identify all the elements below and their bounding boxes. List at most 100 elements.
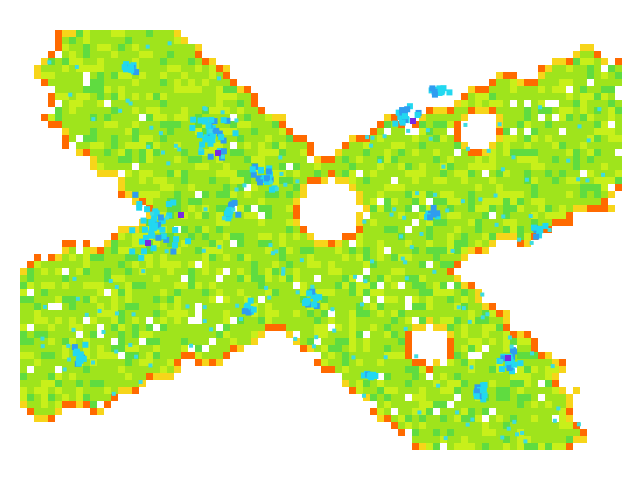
fractal-cell (48, 72, 55, 79)
fractal-cell (181, 128, 188, 135)
fractal-cell (510, 142, 517, 149)
fractal-cell (167, 184, 174, 191)
fractal-cell (454, 422, 461, 429)
fractal-cell (475, 429, 482, 436)
fractal-cell (272, 212, 279, 219)
fractal-cell (608, 170, 615, 177)
fractal-cell (384, 380, 391, 387)
fractal-cell (90, 37, 97, 44)
fractal-cell (377, 338, 384, 345)
fractal-cell (454, 366, 461, 373)
fractal-cell (27, 296, 34, 303)
fractal-cell (230, 93, 237, 100)
fractal-cell (601, 135, 608, 142)
fractal-cell (118, 303, 125, 310)
fractal-cell (349, 359, 356, 366)
fractal-cell (286, 177, 293, 184)
fractal-cell (363, 184, 370, 191)
fractal-cell (559, 107, 566, 114)
fractal-cell (552, 107, 559, 114)
fractal-cell (461, 184, 468, 191)
fractal-cell (321, 310, 328, 317)
fractal-cell (391, 401, 398, 408)
fractal-cell (531, 380, 538, 387)
fractal-cell (559, 100, 566, 107)
fractal-cell (272, 198, 279, 205)
fractal-cell (531, 338, 538, 345)
fractal-cell (412, 296, 419, 303)
fractal-cell (335, 324, 342, 331)
fractal-cell (125, 254, 132, 261)
fractal-cell (293, 233, 300, 240)
fractal-cell (517, 121, 524, 128)
fractal-cell (601, 72, 608, 79)
fractal-cell (496, 93, 503, 100)
fractal-cell (125, 191, 132, 198)
fractal-cell (293, 142, 300, 149)
fractal-cell (447, 408, 454, 415)
fractal-cell (496, 443, 503, 450)
fractal-cell (496, 149, 503, 156)
fractal-cell (587, 191, 594, 198)
fractal-cell (608, 128, 615, 135)
fractal-cell (489, 415, 496, 422)
fractal-cell (125, 387, 132, 394)
fractal-cell (531, 128, 538, 135)
fractal-cell (517, 191, 524, 198)
fractal-cell (426, 415, 433, 422)
fractal-cell (69, 359, 76, 366)
fractal-cell (503, 149, 510, 156)
fractal-cell (244, 100, 251, 107)
fractal-cell (524, 380, 531, 387)
fractal-cell (524, 394, 531, 401)
fractal-cell (524, 366, 531, 373)
fractal-cell (209, 345, 216, 352)
fractal-cell (580, 65, 587, 72)
fractal-cell (167, 219, 174, 226)
fractal-cell (265, 198, 272, 205)
cyan-spot (399, 119, 406, 126)
fractal-cell (223, 289, 230, 296)
fractal-cell (475, 408, 482, 415)
fractal-cell (524, 240, 531, 247)
fractal-cell (286, 310, 293, 317)
fractal-cell (139, 163, 146, 170)
fractal-cell (20, 352, 27, 359)
fractal-cell (209, 352, 216, 359)
fractal-cell (384, 198, 391, 205)
fractal-cell (76, 86, 83, 93)
fractal-cell (356, 142, 363, 149)
fractal-cell (524, 401, 531, 408)
fractal-cell (97, 149, 104, 156)
fractal-cell (111, 261, 118, 268)
fractal-cell (517, 128, 524, 135)
cyan-spot (255, 175, 262, 182)
fractal-cell (20, 401, 27, 408)
fractal-cell (125, 79, 132, 86)
fractal-cell (594, 142, 601, 149)
fractal-cell (356, 296, 363, 303)
fractal-cell (412, 436, 419, 443)
fractal-cell (461, 149, 468, 156)
fractal-cell (195, 107, 202, 114)
fractal-cell (223, 156, 230, 163)
fractal-cell (426, 436, 433, 443)
fractal-cell (601, 128, 608, 135)
fractal-cell (440, 128, 447, 135)
fractal-cell (279, 303, 286, 310)
fractal-cell (524, 121, 531, 128)
fractal-cell (328, 331, 335, 338)
fractal-cell (104, 86, 111, 93)
cyan-spot (473, 393, 480, 400)
fractal-cell (258, 317, 265, 324)
fractal-cell (111, 135, 118, 142)
fractal-cell (76, 310, 83, 317)
cyan-speck (114, 311, 119, 316)
fractal-cell (538, 170, 545, 177)
fractal-cell (216, 170, 223, 177)
fractal-cell (146, 198, 153, 205)
fractal-cell (76, 79, 83, 86)
fractal-cell (545, 156, 552, 163)
fractal-cell (594, 100, 601, 107)
fractal-cell (447, 156, 454, 163)
